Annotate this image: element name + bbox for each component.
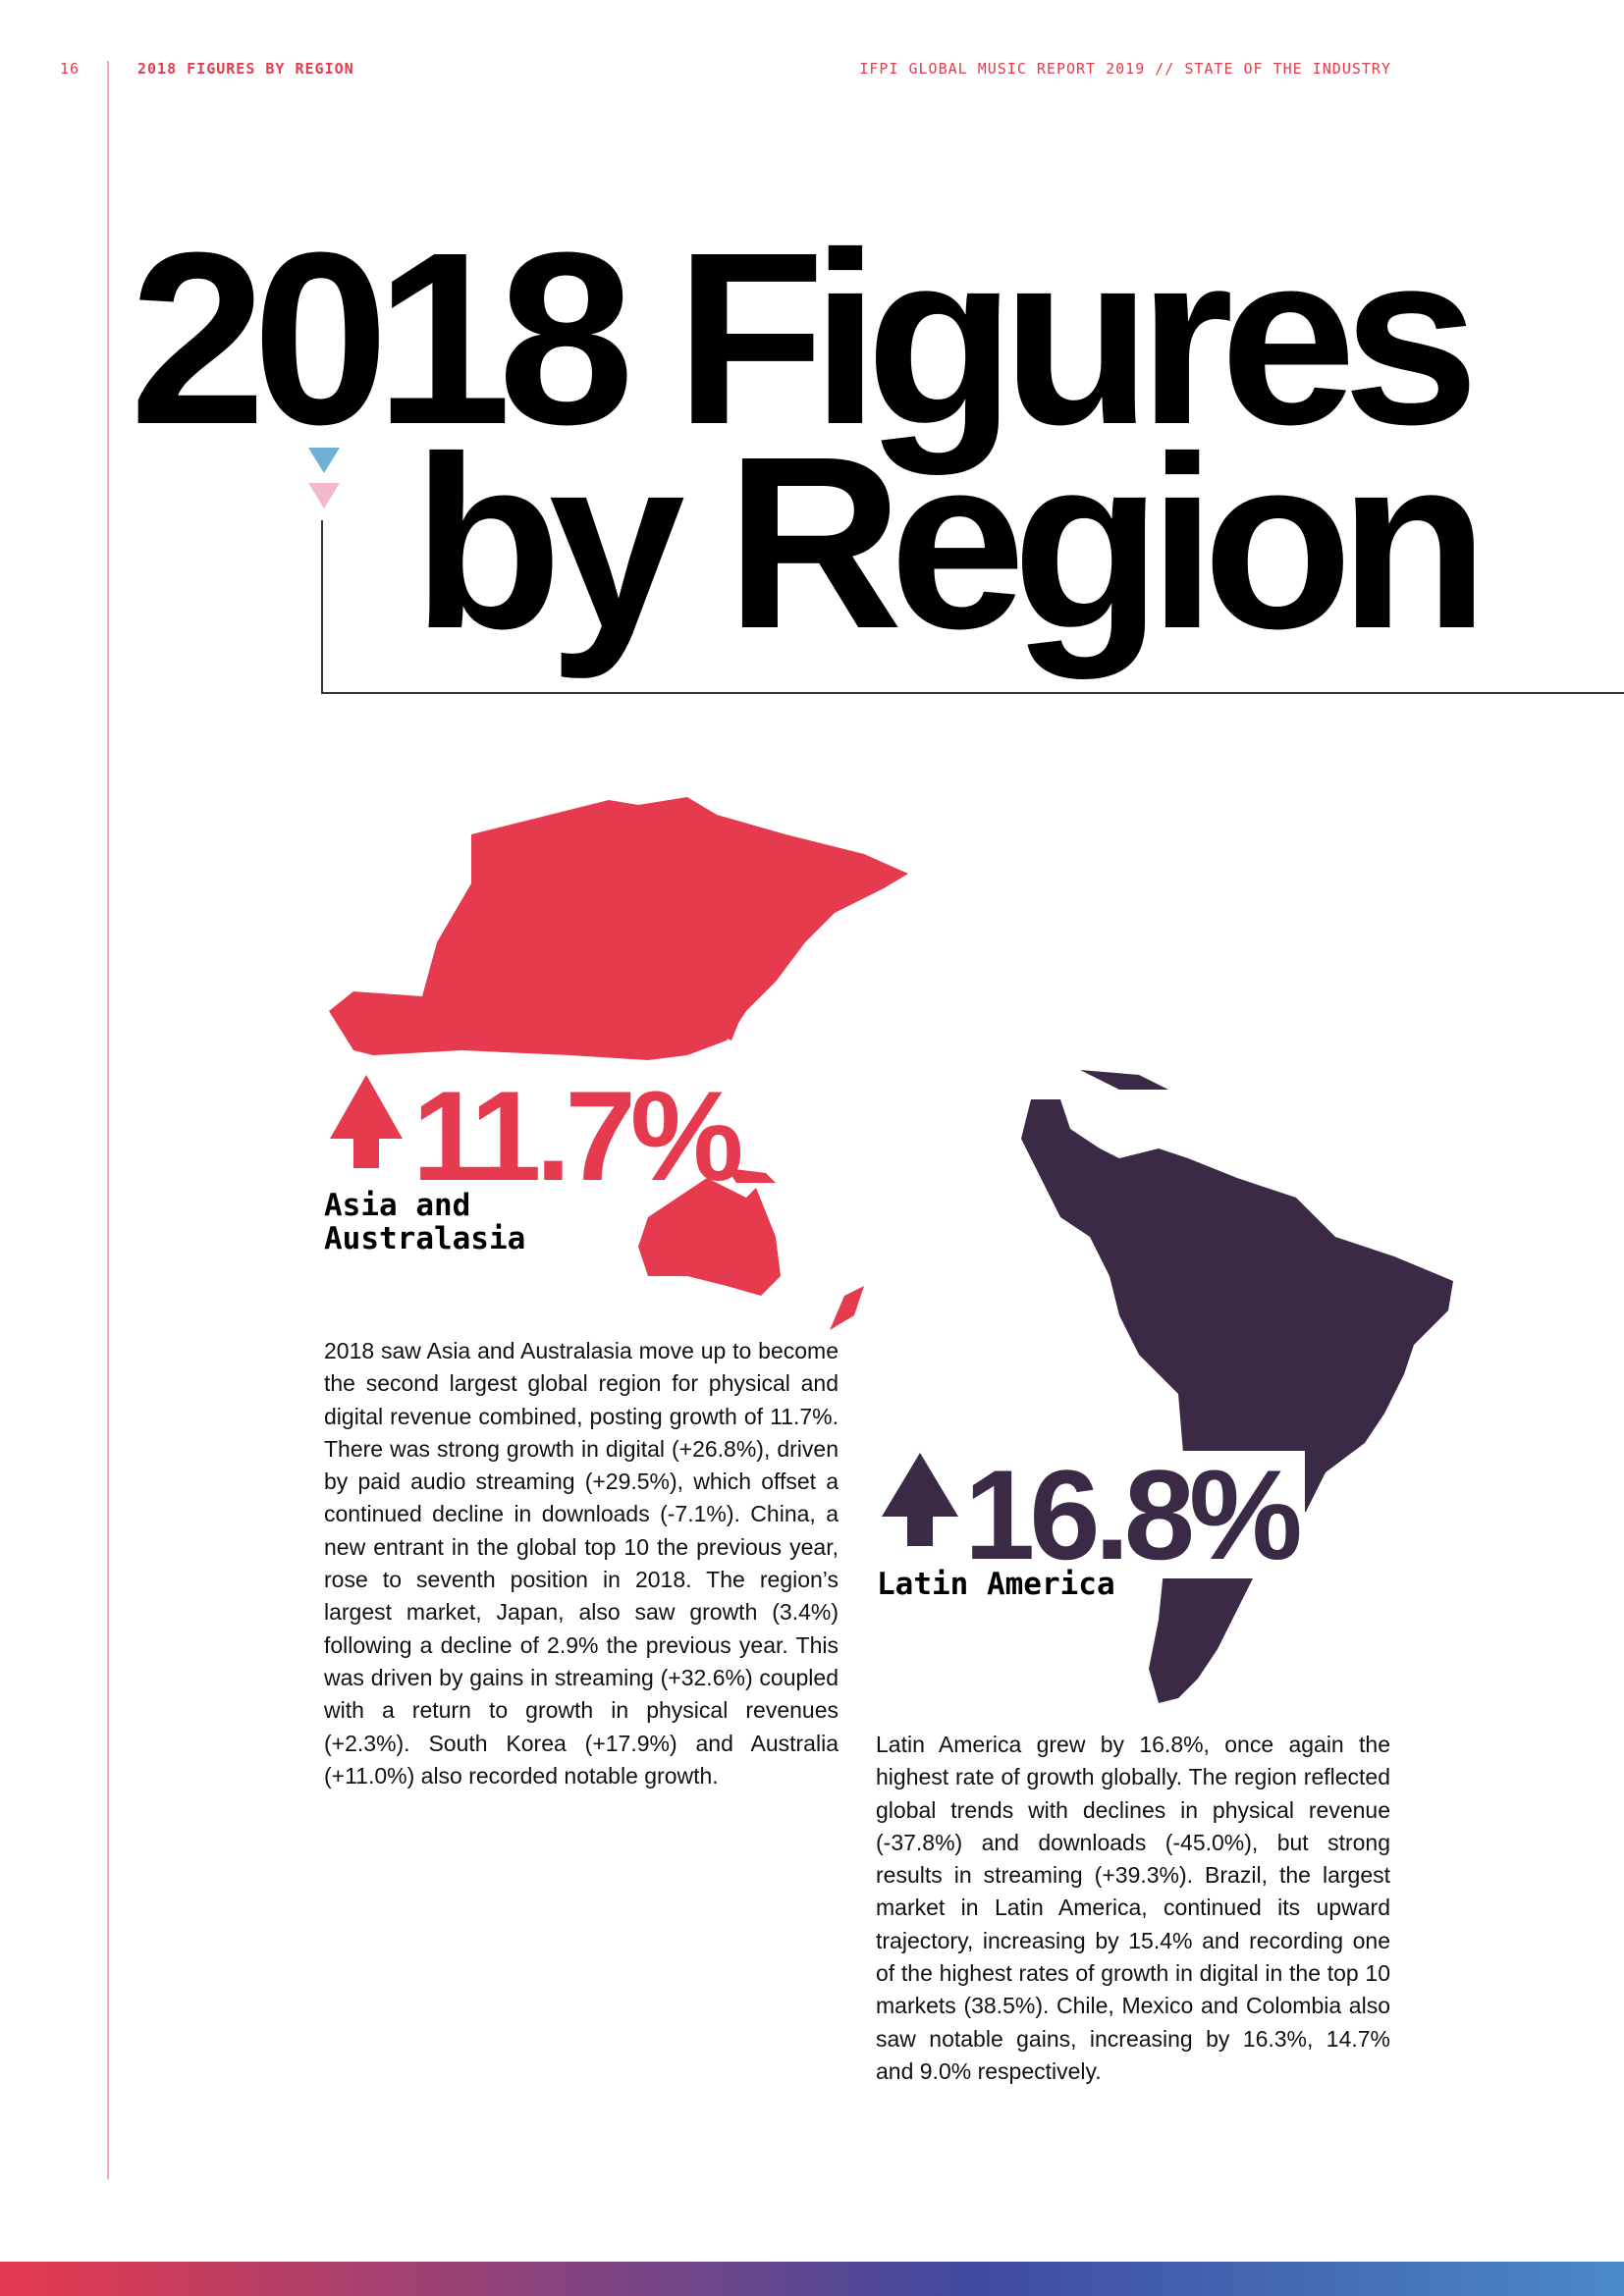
region-name: Asia and Australasia xyxy=(324,1188,526,1256)
bracket-line xyxy=(321,520,1624,694)
region-body: Latin America grew by 16.8%, once again … xyxy=(876,1732,1390,2084)
title-line: 2018 Figures xyxy=(130,201,1480,475)
page-number: 16 xyxy=(60,60,81,78)
arrow-up xyxy=(882,1453,958,1546)
title-line: by Region xyxy=(412,405,1489,679)
map-asia xyxy=(329,797,908,1060)
map-latin-america xyxy=(1021,1099,1453,1703)
triangle-blue xyxy=(308,448,340,473)
region-body: 2018 saw Asia and Australasia move up to… xyxy=(324,1338,839,1789)
region-name: Latin America xyxy=(877,1567,1115,1602)
section-label: 2018 FIGURES BY REGION xyxy=(137,60,354,78)
publication-label: IFPI GLOBAL MUSIC REPORT 2019 // STATE O… xyxy=(859,60,1391,78)
growth-figure: 11.7% xyxy=(412,1064,743,1207)
footer-bar xyxy=(0,2262,1624,2296)
growth-figure: 16.8% xyxy=(964,1451,1305,1578)
map-australia xyxy=(638,1178,781,1296)
triangle-pink xyxy=(308,483,340,508)
map-new-zealand xyxy=(830,1286,864,1330)
arrow-up xyxy=(330,1075,403,1168)
map-japan xyxy=(712,942,751,1041)
map-caribbean xyxy=(1080,1070,1168,1090)
map-new-guinea xyxy=(727,1168,776,1183)
